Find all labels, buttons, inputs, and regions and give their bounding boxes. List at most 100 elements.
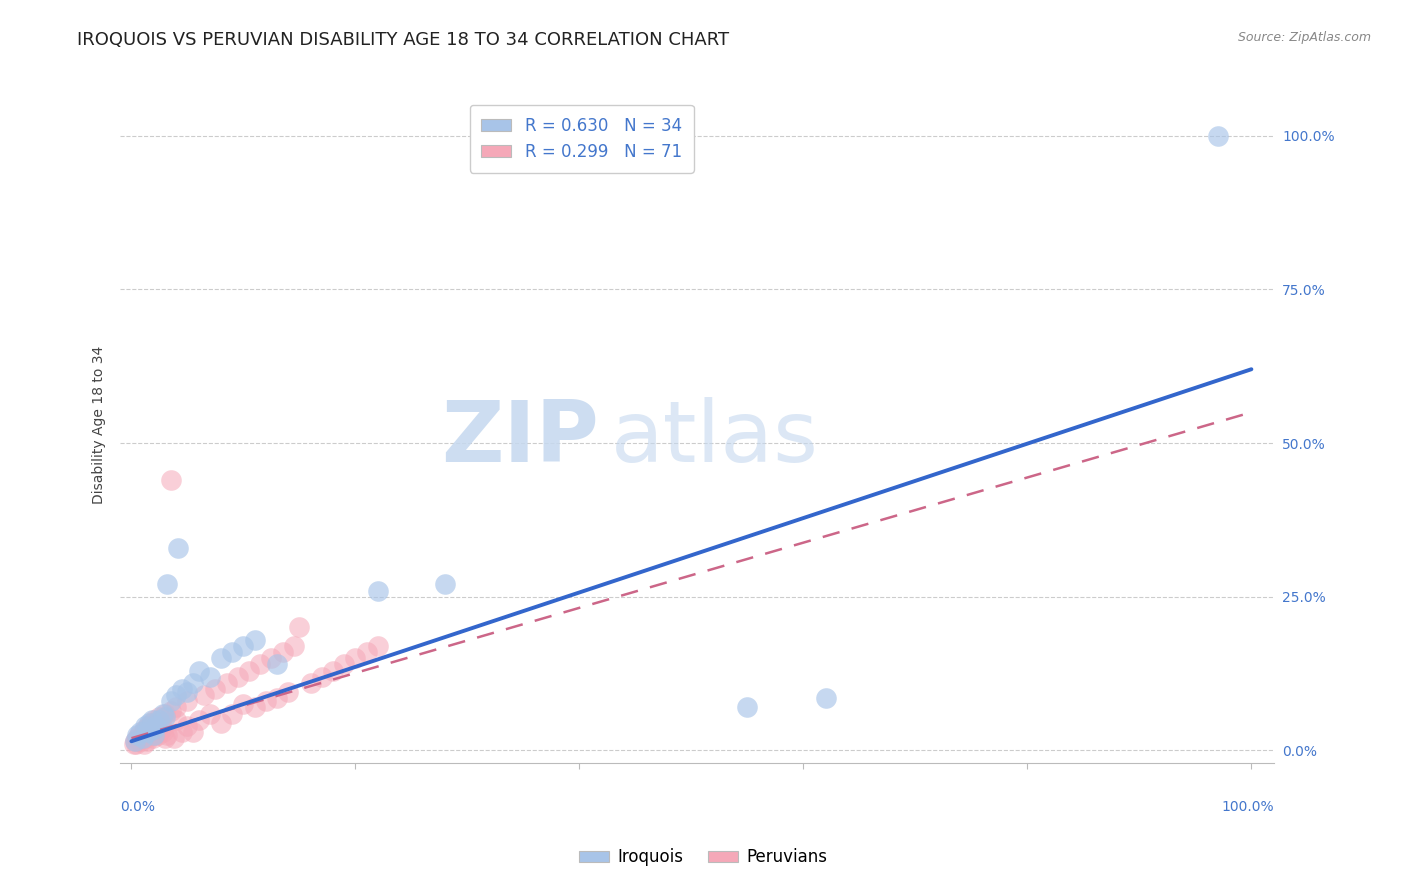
Point [142,722,165,736]
Point [153,731,176,746]
Text: atlas: atlas [610,397,818,480]
Point [249,657,271,672]
Point [181,676,204,690]
Point [165,700,187,714]
Point [142,713,165,727]
Point [141,715,163,730]
Point [167,541,190,555]
Point [139,719,162,733]
Point [238,664,260,678]
Point [143,722,166,736]
Legend: R = 0.630   N = 34, R = 0.299   N = 71: R = 0.630 N = 34, R = 0.299 N = 71 [470,105,693,172]
Point [266,691,288,706]
Point [204,681,226,696]
Text: ZIP: ZIP [441,397,599,480]
Point [142,728,165,742]
Point [181,725,204,739]
Point [367,639,389,653]
Point [170,681,193,696]
Point [156,577,179,591]
Point [176,685,198,699]
Point [125,728,148,742]
Point [132,737,155,751]
Point [165,688,187,702]
Point [356,645,378,659]
Point [333,657,356,672]
Point [170,725,193,739]
Text: 100.0%: 100.0% [1222,800,1274,814]
Point [131,734,153,748]
Point [243,632,266,647]
Point [159,694,181,708]
Text: 0.0%: 0.0% [121,800,155,814]
Point [145,719,167,733]
Point [150,722,173,736]
Point [176,694,198,708]
Point [153,709,176,723]
Point [148,728,170,742]
Point [129,725,152,739]
Point [1206,128,1229,143]
Point [129,731,152,746]
Point [146,725,169,739]
Point [254,694,277,708]
Legend: Iroquois, Peruvians: Iroquois, Peruvians [572,842,834,873]
Point [142,731,165,746]
Point [131,728,153,742]
Point [277,685,299,699]
Point [176,719,198,733]
Point [209,715,232,730]
Point [198,706,221,721]
Point [221,645,243,659]
Point [243,700,266,714]
Text: Source: ZipAtlas.com: Source: ZipAtlas.com [1237,31,1371,45]
Point [122,737,145,751]
Point [131,725,153,739]
Point [163,731,186,746]
Point [127,734,149,748]
Point [148,709,170,723]
Point [209,651,232,665]
Point [283,639,305,653]
Point [148,713,170,727]
Point [288,620,311,634]
Point [145,719,167,733]
Point [737,700,759,714]
Point [299,676,322,690]
Point [141,725,163,739]
Point [148,725,170,739]
Point [141,713,163,727]
Point [322,664,344,678]
Point [138,715,160,730]
Point [215,676,238,690]
Point [271,645,294,659]
Point [187,713,209,727]
Point [136,725,159,739]
Point [226,670,249,684]
Point [136,722,159,736]
Point [134,722,156,736]
Point [156,728,179,742]
Y-axis label: Disability Age 18 to 34: Disability Age 18 to 34 [93,345,107,504]
Point [131,731,153,746]
Point [149,715,172,730]
Point [232,639,254,653]
Point [814,691,837,706]
Point [134,719,156,733]
Point [153,706,176,721]
Point [125,737,148,751]
Point [138,728,160,742]
Text: IROQUOIS VS PERUVIAN DISABILITY AGE 18 TO 34 CORRELATION CHART: IROQUOIS VS PERUVIAN DISABILITY AGE 18 T… [77,31,730,49]
Point [124,734,146,748]
Point [260,651,283,665]
Point [159,473,181,487]
Point [367,583,389,598]
Point [221,706,243,721]
Point [232,698,254,712]
Point [198,670,221,684]
Point [152,725,174,739]
Point [165,713,187,727]
Point [136,722,159,736]
Point [311,670,333,684]
Point [135,731,157,746]
